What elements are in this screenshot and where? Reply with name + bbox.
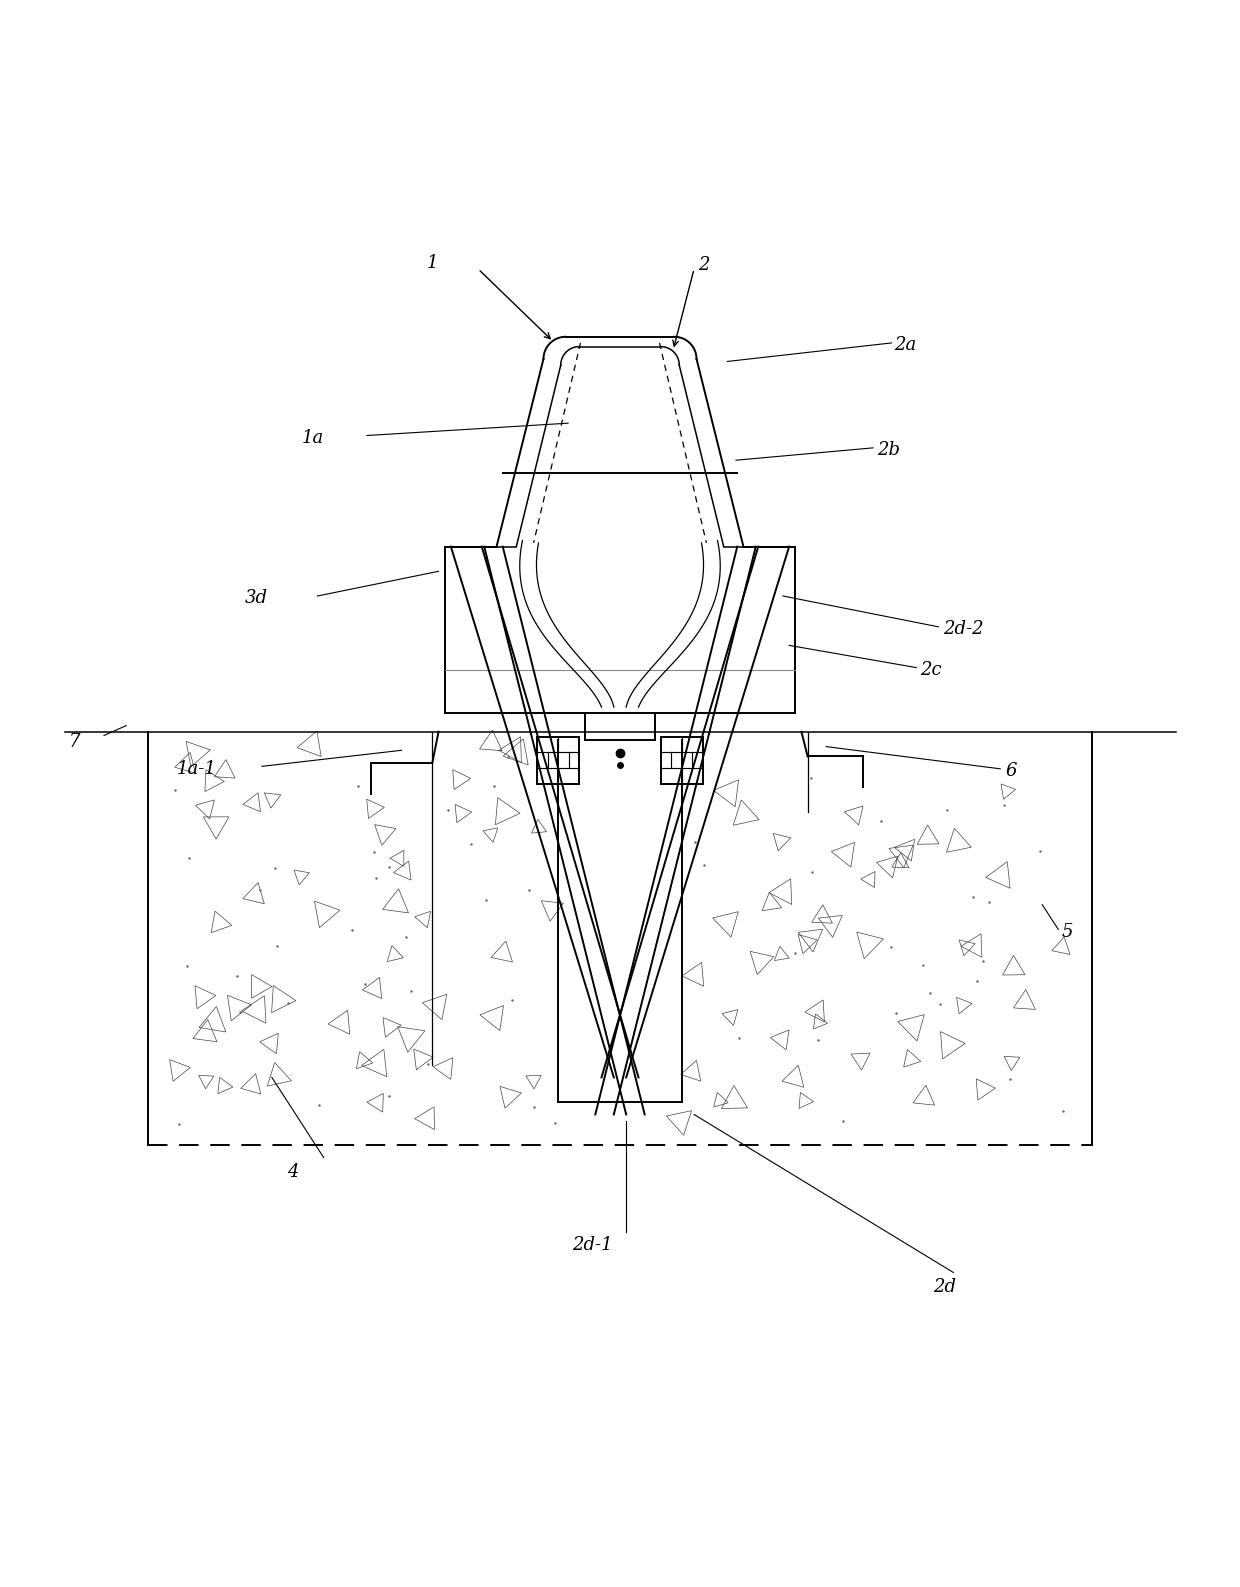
Text: 2d: 2d (934, 1278, 956, 1297)
Text: 1a: 1a (301, 428, 324, 448)
Text: 2c: 2c (920, 662, 941, 679)
Text: 2b: 2b (877, 441, 900, 459)
Bar (537, 736, 579, 784)
Text: 1a-1: 1a-1 (176, 760, 216, 778)
Text: 2d-2: 2d-2 (944, 621, 985, 638)
Text: 6: 6 (1006, 762, 1017, 781)
Text: 2: 2 (698, 256, 709, 275)
Text: 3d: 3d (246, 589, 268, 608)
Text: 7: 7 (68, 733, 81, 751)
Text: 1: 1 (427, 254, 438, 271)
Text: 2d-1: 2d-1 (573, 1236, 613, 1254)
Text: 4: 4 (288, 1163, 299, 1181)
Bar (661, 736, 703, 784)
Text: 5: 5 (1061, 922, 1074, 941)
Text: 2a: 2a (894, 336, 916, 354)
